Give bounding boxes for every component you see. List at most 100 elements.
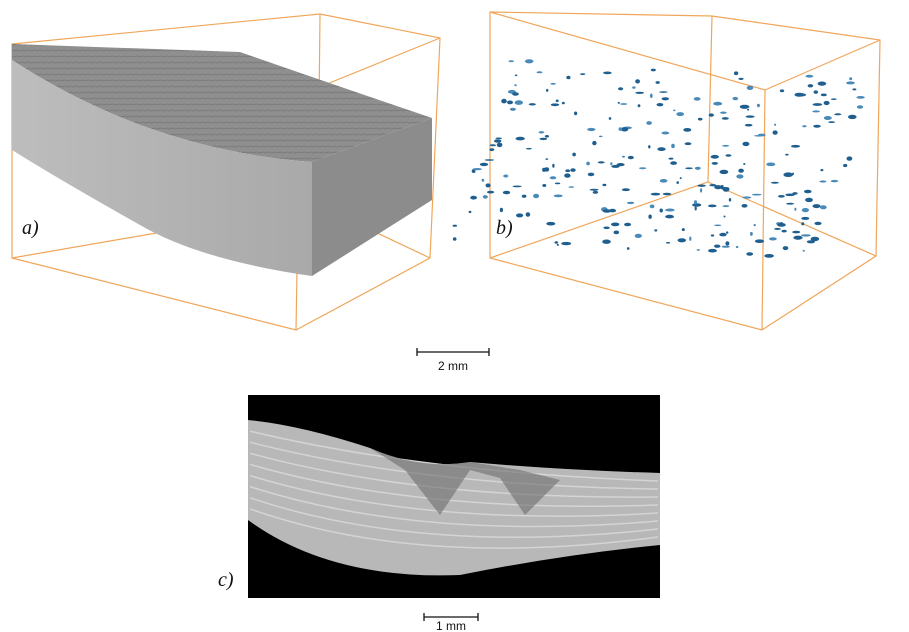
pore: [503, 191, 510, 195]
pore: [801, 217, 809, 220]
pore: [806, 75, 814, 78]
pore: [545, 158, 548, 160]
pore: [700, 188, 702, 192]
pore: [792, 231, 800, 234]
pore: [516, 213, 523, 217]
pore: [726, 231, 728, 233]
pore: [689, 237, 691, 241]
pore: [723, 187, 730, 191]
pore: [662, 132, 670, 135]
pore: [638, 104, 641, 107]
pore: [618, 102, 620, 104]
pore: [500, 208, 503, 212]
pore: [743, 163, 745, 165]
pore: [602, 240, 611, 244]
pore: [529, 103, 536, 105]
pore: [603, 72, 612, 75]
pore: [805, 198, 813, 202]
pore: [734, 71, 738, 75]
pore: [711, 234, 714, 236]
pore: [503, 175, 508, 178]
pore: [562, 102, 565, 105]
pore: [495, 138, 502, 140]
pore: [724, 216, 726, 218]
pore: [512, 92, 519, 96]
pore: [740, 105, 750, 109]
pore: [614, 231, 620, 235]
pore: [635, 234, 642, 238]
pore: [813, 204, 821, 208]
pore: [694, 200, 697, 204]
pore: [754, 135, 763, 137]
pore: [695, 167, 701, 170]
pore: [755, 239, 764, 243]
pore: [515, 100, 523, 105]
pore: [676, 181, 679, 184]
pore: [598, 161, 605, 163]
pore: [725, 154, 731, 157]
pore: [490, 144, 496, 146]
pore: [603, 227, 609, 230]
pore: [834, 113, 841, 115]
pore: [648, 145, 650, 148]
pore: [513, 186, 522, 188]
scale-label: 2 mm: [438, 359, 468, 373]
pore: [533, 194, 539, 199]
pore: [666, 242, 670, 244]
pore: [712, 162, 718, 165]
pore: [632, 86, 635, 88]
pore: [733, 97, 739, 100]
pore: [564, 173, 570, 177]
pore: [692, 203, 701, 206]
pore: [624, 223, 631, 227]
pore: [711, 155, 719, 159]
pore: [472, 168, 482, 170]
pore: [660, 179, 668, 183]
pore: [747, 86, 754, 90]
pore: [646, 121, 652, 125]
pore: [846, 81, 855, 84]
pore: [611, 165, 619, 168]
pore: [654, 229, 657, 231]
pore: [695, 207, 697, 211]
pore: [720, 170, 729, 174]
pore: [797, 93, 806, 96]
pore: [482, 179, 485, 182]
pore: [590, 189, 599, 191]
pore: [736, 174, 743, 178]
pore: [774, 124, 776, 126]
pore: [656, 81, 660, 84]
pore: [588, 173, 595, 177]
pore: [782, 230, 787, 233]
pore: [669, 158, 674, 160]
pore: [843, 164, 847, 167]
pore: [729, 198, 731, 202]
pore: [551, 83, 556, 85]
pore: [746, 252, 753, 255]
pore: [483, 195, 488, 199]
pore: [803, 250, 805, 252]
pore: [783, 172, 793, 177]
pore: [599, 136, 603, 138]
pore: [685, 142, 692, 145]
pore: [682, 228, 685, 231]
pore: [801, 222, 804, 225]
pore: [665, 209, 675, 212]
pore: [602, 184, 606, 186]
pore: [849, 77, 852, 80]
pore: [831, 98, 837, 100]
pore: [694, 97, 701, 101]
pore: [812, 110, 820, 112]
pore: [722, 117, 729, 120]
pore: [848, 115, 857, 119]
pore: [814, 222, 821, 225]
pore: [555, 183, 560, 185]
pore: [723, 205, 730, 207]
pore: [550, 176, 557, 179]
pore: [786, 203, 794, 205]
pore: [665, 215, 674, 219]
pore: [722, 145, 729, 147]
pore: [618, 87, 623, 90]
scale-bar: 2 mm: [417, 348, 489, 373]
pore: [603, 209, 611, 213]
